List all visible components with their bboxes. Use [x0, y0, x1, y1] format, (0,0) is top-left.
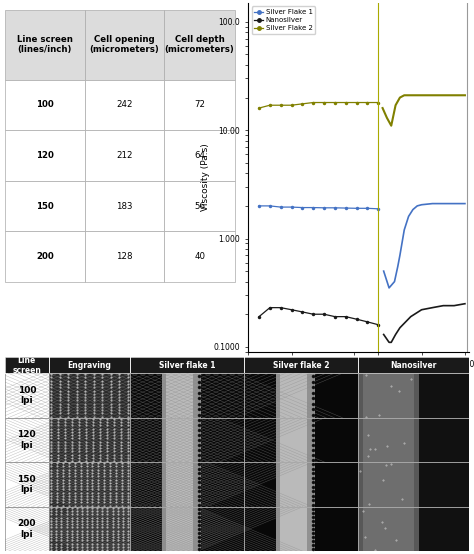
Text: Nanosilver: Nanosilver	[390, 361, 437, 370]
Legend: Silver Flake 1, Nanosilver, Silver Flake 2: Silver Flake 1, Nanosilver, Silver Flake…	[252, 6, 315, 34]
Bar	[130, 357, 244, 373]
Bar	[166, 462, 193, 507]
Bar	[276, 462, 315, 507]
Bar	[162, 462, 201, 507]
Bar	[280, 507, 307, 551]
Bar	[49, 373, 130, 418]
Bar	[5, 507, 49, 551]
Bar	[280, 373, 307, 418]
Bar	[49, 418, 130, 462]
Text: 150
lpi: 150 lpi	[18, 475, 36, 494]
Text: Engraving: Engraving	[68, 361, 111, 370]
Bar	[364, 462, 413, 507]
Text: 100
lpi: 100 lpi	[18, 386, 36, 405]
Bar	[364, 418, 413, 462]
Bar	[49, 462, 130, 507]
Bar	[364, 507, 413, 551]
Bar	[244, 462, 358, 507]
Bar	[280, 418, 307, 462]
Bar	[276, 507, 315, 551]
Bar	[244, 507, 358, 551]
Bar	[358, 507, 419, 551]
Text: Silver flake 1: Silver flake 1	[159, 361, 215, 370]
Bar	[49, 357, 130, 373]
Bar	[244, 418, 358, 462]
Bar	[276, 373, 315, 418]
Bar	[166, 507, 193, 551]
Bar	[130, 462, 244, 507]
Bar	[358, 418, 469, 462]
Bar	[364, 373, 413, 418]
Y-axis label: Viscosity (Pa.s): Viscosity (Pa.s)	[201, 143, 210, 211]
Bar	[244, 373, 358, 418]
X-axis label: Time (s): Time (s)	[340, 372, 377, 381]
Text: Line
screen: Line screen	[12, 356, 41, 375]
Bar	[5, 373, 49, 418]
Bar	[358, 357, 469, 373]
Bar	[162, 418, 201, 462]
Bar	[358, 462, 469, 507]
Bar	[244, 357, 358, 373]
Bar	[280, 462, 307, 507]
Bar	[162, 507, 201, 551]
Bar	[49, 507, 130, 551]
Bar	[162, 373, 201, 418]
Bar	[5, 357, 49, 373]
Bar	[130, 373, 244, 418]
Bar	[166, 418, 193, 462]
Text: 200
lpi: 200 lpi	[18, 519, 36, 538]
Bar	[5, 418, 49, 462]
Bar	[358, 418, 419, 462]
Bar	[166, 373, 193, 418]
Bar	[358, 462, 419, 507]
Text: 120
lpi: 120 lpi	[18, 430, 36, 450]
Bar	[130, 418, 244, 462]
Bar	[358, 373, 419, 418]
Bar	[130, 507, 244, 551]
Text: Silver flake 2: Silver flake 2	[273, 361, 329, 370]
Bar	[358, 507, 469, 551]
Bar	[5, 462, 49, 507]
Bar	[358, 373, 469, 418]
Bar	[276, 418, 315, 462]
